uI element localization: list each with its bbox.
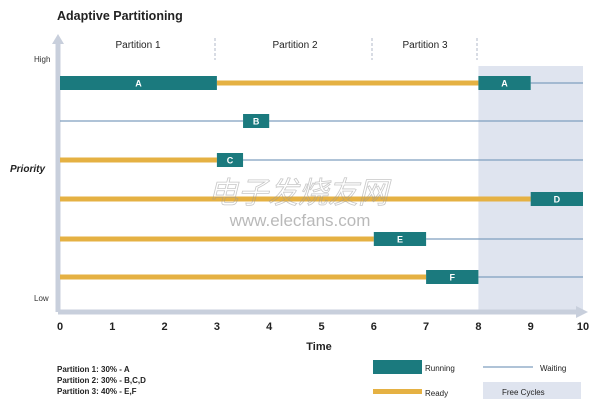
running-bar: [243, 114, 270, 128]
legend-free-swatch: [483, 382, 581, 399]
running-bar-label: E: [397, 235, 403, 245]
ready-bar: [216, 80, 479, 86]
legend-ready-swatch: [373, 389, 422, 394]
diagram-title: Adaptive Partitioning: [57, 9, 183, 23]
partition-2-label: Partition 2: [272, 40, 317, 51]
x-tick-label: 3: [214, 321, 220, 333]
legend-running-label: Running: [425, 364, 455, 373]
running-bar-label: A: [135, 79, 142, 89]
x-tick-label: 8: [475, 321, 481, 333]
x-tick-label: 9: [528, 321, 534, 333]
legend-running-swatch: [373, 360, 422, 374]
y-axis-arrow: [52, 34, 64, 44]
x-axis-arrow: [576, 306, 588, 318]
legend-partition-3: Partition 3: 40% - E,F: [57, 387, 137, 396]
running-bar-label: A: [501, 79, 508, 89]
watermark-cn: 电子发烧友网: [208, 177, 392, 210]
x-tick-label: 0: [57, 321, 63, 333]
x-tick-label: 1: [109, 321, 115, 333]
task-row-d: D: [60, 192, 583, 206]
ready-bar: [60, 157, 217, 163]
legend-free-label: Free Cycles: [502, 388, 545, 397]
x-tick-label: 2: [162, 321, 168, 333]
x-tick-label: 6: [371, 321, 377, 333]
running-bar-label: C: [227, 156, 234, 166]
running-bar-label: B: [253, 117, 260, 127]
running-bar-label: D: [554, 195, 561, 205]
running-bar: [373, 232, 427, 246]
ready-bar: [60, 236, 374, 242]
y-label-high: High: [34, 55, 50, 64]
x-axis-label: Time: [306, 341, 331, 353]
running-bar: [216, 153, 244, 167]
legend-partition-2: Partition 2: 30% - B,C,D: [57, 376, 146, 385]
legend-partition-1: Partition 1: 30% - A: [57, 365, 130, 374]
x-tick-label: 5: [318, 321, 324, 333]
running-bar: [426, 270, 479, 284]
task-row-e: E: [60, 232, 583, 246]
running-bar: [60, 76, 217, 90]
ready-bar: [60, 274, 427, 280]
running-bar: [478, 76, 531, 90]
task-row-f: F: [60, 270, 583, 284]
legend-ready-label: Ready: [425, 389, 448, 398]
y-label-low: Low: [34, 294, 49, 303]
x-tick-label: 4: [266, 321, 273, 333]
x-tick-label: 7: [423, 321, 429, 333]
running-bar: [530, 192, 583, 206]
running-bar-label: F: [450, 273, 456, 283]
free-cycles-region: [478, 66, 583, 311]
legend-waiting-label: Waiting: [540, 364, 566, 373]
x-tick-labels: 0 1 2 3 4 5 6 7 8 9 10: [57, 321, 589, 333]
y-label-priority: Priority: [10, 164, 45, 175]
x-tick-label: 10: [577, 321, 589, 333]
watermark-url: www.elecfans.com: [229, 211, 371, 230]
partition-1-label: Partition 1: [115, 40, 160, 51]
partition-3-label: Partition 3: [402, 40, 447, 51]
ready-bar: [60, 196, 531, 202]
task-row-c: C: [60, 153, 583, 167]
task-row-b: B: [60, 114, 583, 128]
